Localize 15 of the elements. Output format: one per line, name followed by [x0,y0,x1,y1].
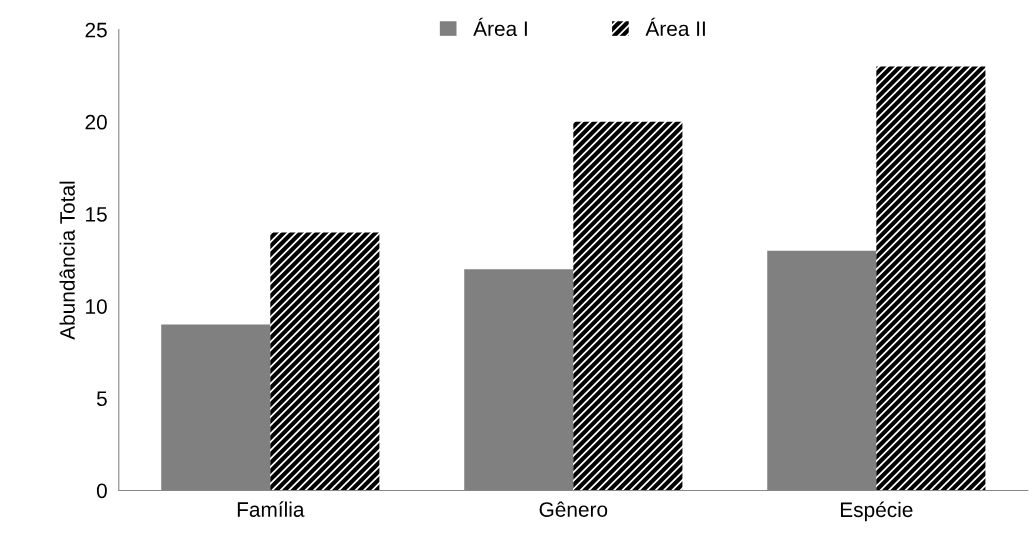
y-tick-label: 5 [96,391,107,407]
y-axis-title: Abundância Total [59,181,75,340]
legend-label: Área I [473,17,527,37]
y-tick-label: 25 [85,22,107,38]
legend-label: Área II [645,17,705,37]
bar [876,66,986,491]
x-tick-label: Gênero [539,501,608,517]
x-tick-label: Espécie [840,501,913,522]
y-tick-label: 20 [85,114,107,130]
y-tick-label: 10 [86,299,107,314]
bar [270,232,380,491]
y-tick-label: 0 [96,483,107,499]
y-tick-label: 15 [86,207,107,222]
bar [573,121,683,491]
x-tick-label: Família [237,501,305,517]
